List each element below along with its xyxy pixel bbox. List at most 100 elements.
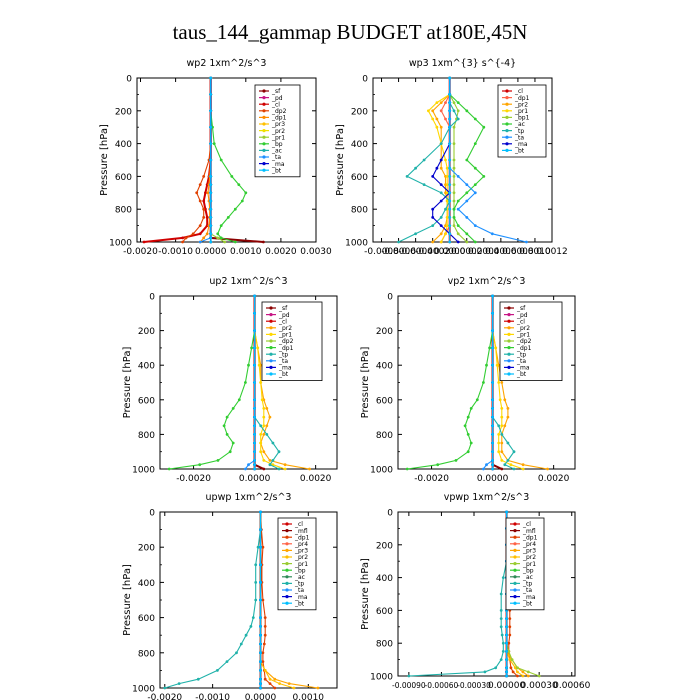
chart3-legend-marker — [269, 326, 273, 330]
chart3-series-point — [253, 346, 256, 350]
chart5-series-point — [263, 616, 267, 619]
chart5-y-axis-label: Pressure [hPa] — [122, 564, 133, 636]
chart3-series-point — [222, 424, 226, 428]
chart5-series-point — [216, 669, 219, 672]
chart3-x-tick-label: 0.0020 — [300, 474, 332, 484]
chart2-y-tick-label: 600 — [351, 173, 368, 183]
chart6-legend-label: _bt — [522, 600, 533, 607]
chart4-legend-marker — [507, 306, 511, 310]
chart6-series-point — [537, 674, 541, 678]
chart2-series-point — [435, 125, 439, 129]
chart3-series-point — [247, 463, 250, 467]
chart4-series-point — [521, 467, 525, 471]
chart3-series-point — [271, 441, 275, 445]
chart4-legend-marker — [507, 332, 511, 336]
chart5-series-point — [263, 625, 267, 628]
chart4-y-tick-label: 1000 — [370, 466, 393, 476]
chart2-series-point — [448, 191, 452, 195]
chart5-series-point — [273, 686, 277, 690]
chart2-legend-label: _ac — [514, 121, 525, 128]
chart3-series-point — [259, 433, 263, 436]
chart2-legend-marker — [505, 96, 509, 100]
chart1-legend-marker — [262, 129, 266, 133]
chart1-series-point — [198, 183, 202, 187]
chart5-legend-label: _ac — [294, 574, 305, 581]
chart2-series-point — [397, 240, 400, 244]
chart5-legend-marker — [285, 588, 289, 592]
chart2-legend-marker — [505, 129, 509, 133]
chart6-y-tick-label: 1000 — [370, 673, 393, 683]
chart2-series-point — [444, 101, 447, 104]
chart5-series-point — [259, 682, 262, 685]
chart2-series-point — [473, 166, 477, 170]
chart2-series-point — [439, 142, 443, 146]
chart2-series-point — [448, 125, 452, 129]
chart6-series-point — [526, 670, 530, 674]
chart5-legend-marker — [285, 555, 289, 559]
chart5-series-point — [239, 642, 243, 646]
chart4-series-point — [497, 441, 501, 445]
chart1-legend-marker — [262, 168, 266, 172]
chart2-series-point — [422, 158, 426, 162]
chart1-series-point — [219, 224, 223, 228]
chart4-legend-marker — [507, 372, 511, 376]
chart6-legend-label: _tp — [522, 581, 532, 588]
chart3-title: up2 1xm^2/s^3 — [209, 276, 287, 287]
chart6-series-point — [505, 641, 508, 645]
chart2-legend-marker — [505, 115, 509, 119]
chart1-series-point — [181, 236, 185, 240]
chart6-series-point — [508, 658, 512, 661]
chart6-series-point — [513, 666, 517, 670]
chart5-x-tick-label: -0.0020 — [147, 693, 182, 700]
chart3-legend-marker — [269, 346, 273, 350]
chart4-series-point — [491, 467, 494, 471]
chart2-series-point — [448, 142, 452, 146]
chart5-y-tick-label: 400 — [138, 579, 155, 589]
chart6-legend-label: _ta — [522, 587, 532, 594]
chart6-series-point — [510, 658, 514, 661]
chart6-series-point — [505, 617, 508, 620]
chart2-title: wp3 1xm^{3} s^{-4} — [409, 58, 516, 69]
chart6-series-point — [483, 670, 487, 674]
chart3-series-point — [256, 346, 260, 350]
chart5-legend-marker — [285, 529, 289, 533]
chart6-legend-marker — [513, 555, 517, 559]
chart6-series-point — [499, 625, 503, 629]
chart6-series-point — [508, 625, 512, 629]
chart4-series-point — [497, 450, 501, 454]
chart2-series-point — [465, 183, 469, 187]
chart5-series-point — [177, 682, 181, 685]
chart2-x-tick-label: -0.0006 — [381, 247, 416, 257]
chart6-legend-marker — [513, 581, 517, 586]
chart2-y-tick-label: 800 — [351, 206, 368, 216]
chart2-series-point — [452, 101, 456, 104]
chart3-series-point — [268, 459, 272, 462]
chart1-series-point — [184, 236, 188, 240]
chart3-series-point — [253, 463, 256, 467]
chart4-series-point — [491, 441, 494, 445]
chart3-legend-marker — [269, 372, 273, 376]
chart1-legend-label: _bt — [271, 167, 282, 174]
chart3-series-point — [265, 433, 269, 436]
chart3-series-point — [259, 450, 263, 454]
chart2-series-point — [431, 207, 435, 211]
chart4-series-point — [491, 294, 494, 298]
chart2-series-point — [439, 240, 443, 244]
chart5-series-point — [259, 669, 262, 672]
chart6-x-tick-label: 0.00030 — [521, 681, 558, 691]
chart3-series-point — [253, 311, 256, 315]
chart3-legend-marker — [269, 339, 273, 343]
chart3-series-point — [268, 415, 272, 419]
chart3-y-axis-label: Pressure [hPa] — [122, 347, 133, 419]
chart4-series-point — [521, 463, 525, 467]
chart2-series-point — [427, 109, 430, 113]
chart3-legend-label: _sf — [278, 305, 288, 312]
chart1-legend-label: _pd — [271, 95, 283, 102]
chart6-legend-marker — [513, 529, 517, 533]
chart2-series-point — [448, 240, 452, 244]
chart5-series-point — [254, 581, 258, 584]
chart1-series-point — [202, 199, 206, 203]
chart6-series-point — [507, 641, 511, 645]
chart5-legend-label: _pr1 — [294, 561, 308, 568]
chart1-series-point — [209, 199, 213, 203]
